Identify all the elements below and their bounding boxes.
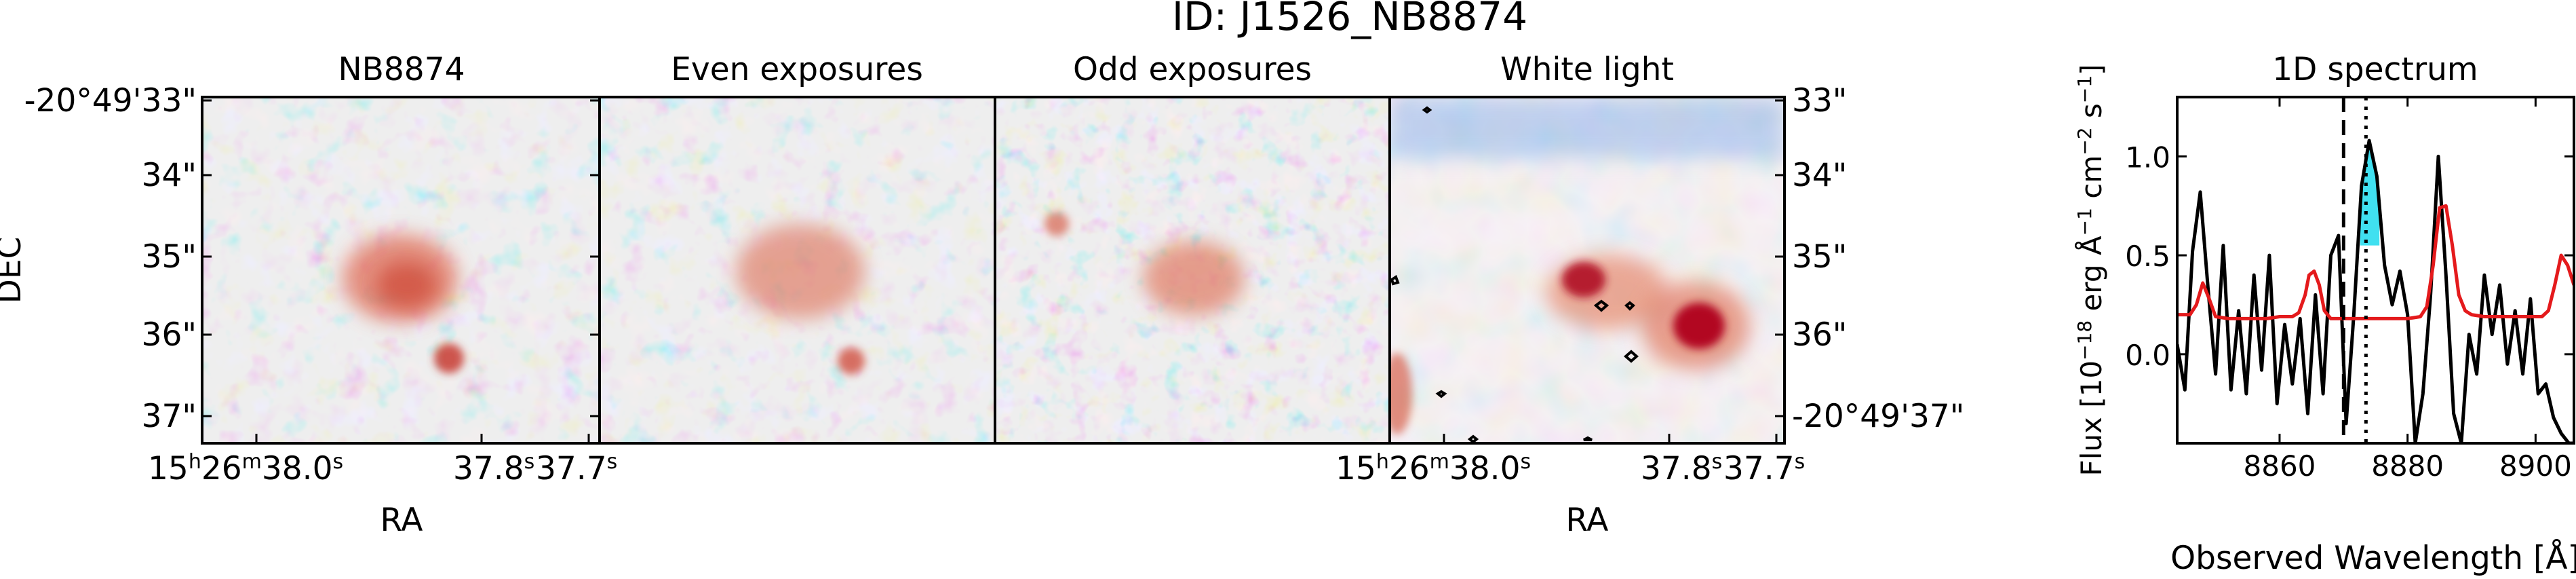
panel-title-nb8874: NB8874	[338, 51, 465, 88]
panel-white-light: White light	[1388, 51, 1786, 445]
spectrum-xtick-label: 8880	[2371, 449, 2444, 483]
ra-tick-nb-last: 37.7s	[536, 450, 617, 487]
dec-tick-left-3: 36"	[142, 316, 197, 354]
ra-tick-wl-mid: 37.8s	[1641, 450, 1722, 487]
ra-axis-label-nb: RA	[380, 502, 423, 539]
spectrum-panel: 1D spectrum 0.0 0.5 1.0 8860 8880 8900 Observ…	[2073, 51, 2576, 577]
spectrum-xtick-label: 8900	[2499, 449, 2572, 483]
spectrum-xlabel: Observed Wavelength [Å]	[2170, 540, 2576, 577]
panel-title-white-light: White light	[1500, 51, 1674, 88]
spectrum-plot-area	[2177, 97, 2574, 443]
dec-tick-left-4: 37"	[142, 398, 197, 435]
panel-title-even: Even exposures	[671, 51, 923, 88]
observed-spectrum-line	[2177, 138, 2574, 443]
panel-nb8874: NB8874	[201, 51, 601, 445]
white-light-contours	[1390, 106, 1639, 443]
ra-axis-label-wl: RA	[1566, 502, 1609, 539]
panel-even: Even exposures	[598, 51, 996, 445]
panel-title-odd: Odd exposures	[1073, 51, 1312, 88]
dec-tick-right-1: 34"	[1792, 157, 1847, 194]
white-light-frame	[1388, 96, 1786, 445]
dec-tick-left-2: 35"	[142, 238, 197, 276]
ra-tick-wl-first: 15h26m38.0s	[1335, 450, 1531, 487]
emission-fill-band	[2360, 142, 2380, 246]
spectrum-ytick-label: 1.0	[2125, 141, 2170, 174]
dec-axis-label: DEC	[0, 237, 28, 304]
ra-tick-nb-first: 15h26m38.0s	[148, 450, 343, 487]
spectrum-ylabel: Flux [10−18 erg Å−1 cm−2 s−1]	[2073, 64, 2108, 477]
ra-tick-nb-mid: 37.8s	[453, 450, 534, 487]
spectrum-title: 1D spectrum	[2272, 51, 2478, 88]
spectrum-xtick-label: 8860	[2244, 449, 2316, 483]
dec-tick-left-0: -20°49'33"	[24, 82, 197, 119]
image-ticks	[202, 99, 1784, 443]
dec-tick-right-4: -20°49'37"	[1792, 398, 1964, 435]
dec-tick-left-1: 34"	[142, 157, 197, 194]
dec-tick-right-0: 33"	[1792, 82, 1847, 119]
spectrum-ytick-label: 0.5	[2125, 240, 2170, 273]
panel-odd: Odd exposures	[994, 51, 1391, 445]
figure-title: ID: J1526_NB8874	[1172, 0, 1527, 39]
dec-tick-right-3: 36"	[1792, 316, 1847, 354]
even-image	[600, 97, 995, 443]
ra-ticks-wl: 15h26m38.0s 37.8s 37.7s RA	[1335, 450, 1805, 539]
spectrum-frame	[2176, 96, 2575, 445]
nb8874-image	[202, 97, 600, 443]
odd-image	[995, 97, 1390, 443]
model-spectrum-line	[2177, 204, 2574, 320]
ra-ticks-nb: 15h26m38.0s 37.8s 37.7s RA	[148, 450, 617, 539]
dec-tick-right-2: 35"	[1792, 238, 1847, 276]
spectrum-ytick-label: 0.0	[2125, 339, 2170, 372]
ra-tick-wl-last: 37.7s	[1723, 450, 1805, 487]
white-light-image	[1390, 97, 1784, 443]
spectrum-axes: 0.0 0.5 1.0 8860 8880 8900	[2125, 97, 2574, 483]
